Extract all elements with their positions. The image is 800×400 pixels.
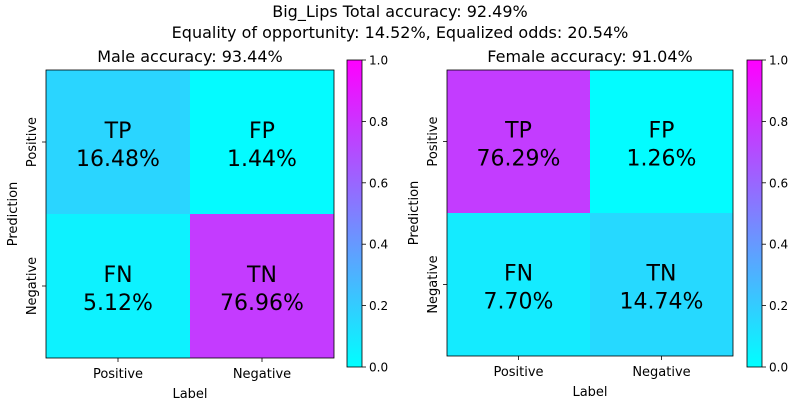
heatmap-cell-fn — [447, 213, 590, 356]
x-tick-label: Positive — [93, 367, 143, 382]
cell-value-tp: 16.48% — [76, 147, 160, 172]
cell-label-fn: FN — [103, 263, 132, 288]
cell-value-fp: 1.44% — [227, 147, 297, 172]
x-tick-label: Negative — [233, 367, 291, 382]
colorbar — [746, 59, 763, 368]
x-tick-label: Negative — [632, 365, 690, 380]
panel-title: Male accuracy: 93.44% — [97, 47, 283, 66]
y-axis-label: Prediction — [407, 181, 422, 246]
colorbar-tick-label: 1.0 — [369, 54, 388, 68]
cell-label-tp: TP — [104, 119, 132, 144]
colorbar-tick-label: 1.0 — [769, 54, 788, 68]
cell-value-fn: 5.12% — [83, 291, 153, 316]
y-tick-label: Negative — [25, 257, 40, 315]
heatmap-cell-tp — [447, 70, 590, 213]
y-tick-label: Positive — [25, 117, 40, 167]
colorbar-tick-label: 0.6 — [769, 176, 788, 190]
x-axis-label: Label — [572, 385, 607, 400]
cell-label-tp: TP — [504, 119, 532, 144]
heatmap-cell-fn — [46, 214, 190, 358]
y-tick-label: Negative — [426, 255, 441, 313]
colorbar-tick-label: 0.0 — [369, 361, 388, 375]
figure-title: Big_Lips Total accuracy: 92.49% — [272, 2, 528, 21]
plot-frame — [446, 69, 734, 357]
colorbar-tick-label: 0.4 — [369, 238, 388, 252]
cell-value-fp: 1.26% — [627, 147, 697, 172]
heatmap-cell-fp — [190, 70, 334, 214]
cell-value-tn: 76.96% — [220, 291, 304, 316]
heatmap-cell-fp — [590, 70, 733, 213]
panel-title: Female accuracy: 91.04% — [487, 47, 692, 66]
x-axis-label: Label — [172, 387, 207, 400]
confusion-matrix-panel-1: TP 16.48% FP 1.44% FN 5.12% TN 76.96% Male accur… — [6, 47, 388, 400]
cell-value-fn: 7.70% — [484, 290, 554, 315]
confusion-matrix-panel-2: TP 76.29% FP 1.26% FN 7.70% TN 14.74% Female acc… — [407, 47, 788, 400]
heatmap-cell-tn — [190, 214, 334, 358]
colorbar-tick-label: 0.2 — [769, 299, 788, 313]
colorbar-tick-label: 0.2 — [369, 299, 388, 313]
cell-label-fp: FP — [249, 119, 275, 144]
cell-label-tn: TN — [646, 262, 677, 287]
colorbar-tick-label: 0.4 — [769, 238, 788, 252]
colorbar-tick-label: 0.8 — [769, 115, 788, 129]
cell-label-tn: TN — [246, 263, 277, 288]
x-tick-label: Positive — [493, 365, 543, 380]
colorbar — [346, 59, 363, 368]
y-axis-label: Prediction — [6, 182, 21, 247]
colorbar-tick-label: 0.0 — [769, 361, 788, 375]
cell-label-fn: FN — [504, 262, 533, 287]
heatmap-cell-tn — [590, 213, 733, 356]
plot-frame — [45, 69, 335, 359]
y-tick-label: Positive — [426, 116, 441, 166]
cell-value-tp: 76.29% — [477, 147, 561, 172]
figure-subtitle: Equality of opportunity: 14.52%, Equaliz… — [171, 23, 629, 42]
cell-value-tn: 14.74% — [620, 290, 704, 315]
heatmap-cell-tp — [46, 70, 190, 214]
colorbar-tick-label: 0.6 — [369, 176, 388, 190]
cell-label-fp: FP — [649, 119, 675, 144]
colorbar-tick-label: 0.8 — [369, 115, 388, 129]
